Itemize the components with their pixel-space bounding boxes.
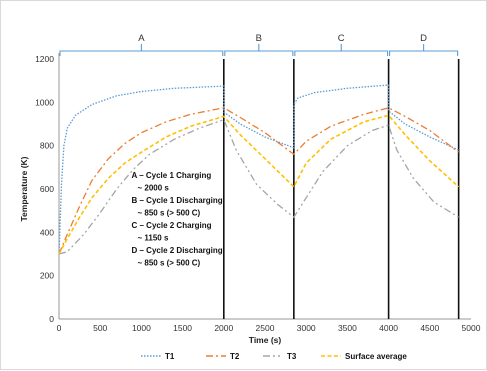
legend-label: Surface average [345, 352, 407, 361]
phase-label: D [420, 33, 427, 44]
annotation-line: ~ 850 s (> 500 C) [138, 259, 201, 268]
series-line-surface-average [58, 114, 460, 255]
phase-label: A [138, 33, 145, 44]
x-tick-label: 1000 [132, 323, 151, 333]
annotation-line: B – Cycle 1 Discharging [132, 196, 223, 205]
phase-brackets: A B C D [59, 33, 460, 319]
x-tick-label: 2500 [256, 323, 275, 333]
x-tick-label: 500 [93, 323, 107, 333]
legend-label: T1 [165, 352, 175, 361]
axes: 0 200 400 600 800 1000 1200 0 500 1000 1500 2000 250… [19, 53, 481, 345]
annotation-line: ~ 1150 s [138, 234, 169, 243]
x-tick-label: 4500 [420, 323, 439, 333]
annotation-line: ~ 2000 s [138, 184, 170, 193]
series-line-t2 [58, 107, 459, 255]
series-line-t3 [58, 118, 459, 255]
phase-annotation: A – Cycle 1 Charging ~ 2000 s B – Cycle 1 … [132, 171, 223, 267]
phase-bracket [224, 44, 294, 56]
x-tick-label: 2000 [214, 323, 233, 333]
legend-label: T2 [230, 352, 240, 361]
phase-bracket [389, 44, 459, 56]
annotation-line: A – Cycle 1 Charging [132, 171, 212, 180]
x-tick-label: 5000 [462, 323, 481, 333]
y-tick-label: 200 [40, 271, 54, 281]
annotation-line: C – Cycle 2 Charging [132, 221, 212, 230]
y-tick-label: 600 [40, 184, 54, 194]
phase-label: B [256, 33, 262, 44]
phase-label: C [338, 33, 345, 44]
series-line-t1 [58, 84, 459, 255]
phase-bracket [294, 44, 389, 56]
y-tick-label: 0 [49, 314, 54, 324]
y-tick-label: 400 [40, 227, 54, 237]
annotation-line: D – Cycle 2 Discharging [132, 246, 223, 255]
x-tick-label: 4000 [379, 323, 398, 333]
y-tick-label: 1200 [35, 54, 54, 64]
x-tick-label: 0 [57, 323, 62, 333]
legend-label: T3 [287, 352, 297, 361]
series-lines [58, 84, 460, 255]
y-axis-title: Temperature (K) [19, 156, 29, 221]
x-tick-label: 3500 [338, 323, 357, 333]
x-tick-label: 1500 [173, 323, 192, 333]
x-tick-label: 3000 [297, 323, 316, 333]
legend: T1 T2 T3 Surface average [141, 352, 407, 361]
y-tick-label: 1000 [35, 97, 54, 107]
phase-bracket [59, 44, 224, 56]
y-tick-label: 800 [40, 141, 54, 151]
x-axis-title: Time (s) [249, 335, 282, 345]
annotation-line: ~ 850 s (> 500 C) [138, 209, 201, 218]
